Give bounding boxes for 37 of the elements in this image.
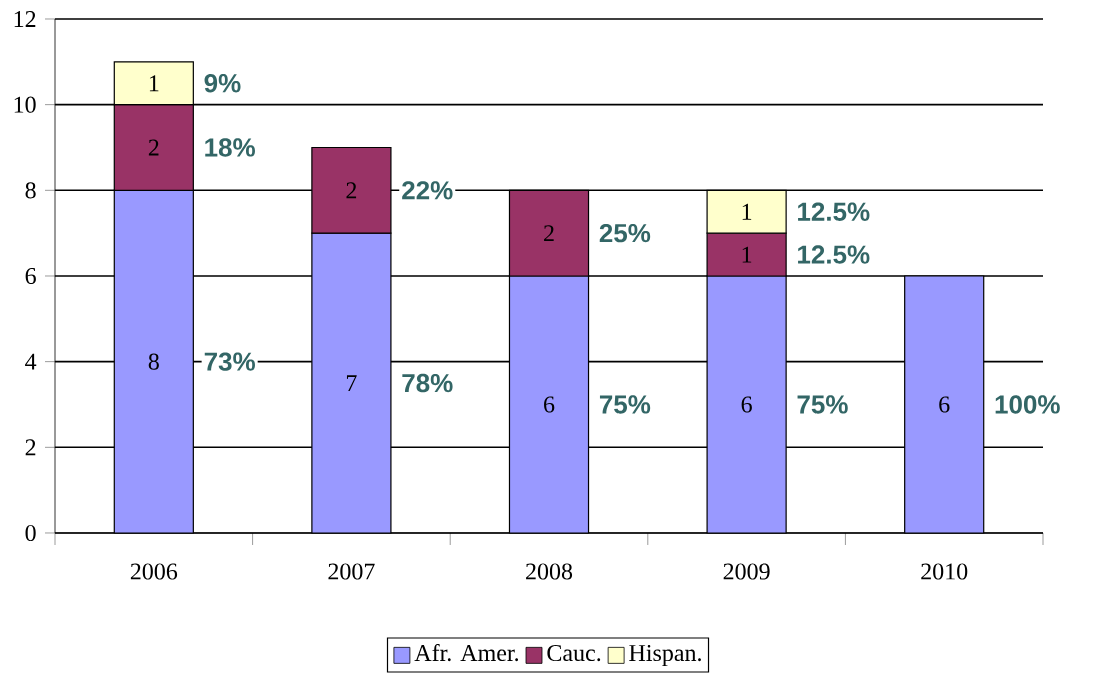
data-label: 1: [742, 246, 752, 263]
data-label: 1: [149, 75, 159, 92]
annotation: 75%: [797, 395, 848, 414]
y-tick-label: 4: [25, 353, 37, 370]
data-label: 8: [148, 353, 159, 370]
data-label: 6: [939, 396, 950, 413]
annotation: 75%: [599, 395, 651, 414]
annotation: 100%: [995, 395, 1060, 414]
legend-label: Cauc.: [547, 644, 601, 662]
y-tick-label: 6: [25, 267, 36, 285]
y-tick-label: 8: [25, 182, 36, 199]
annotation: 73%: [204, 352, 255, 371]
x-tick-label: 2007: [328, 563, 375, 580]
y-tick-label: 2: [25, 439, 36, 456]
annotation: 12.5%: [798, 202, 870, 221]
annotation: 12.5%: [798, 245, 870, 264]
y-tick-label: 12: [14, 11, 36, 27]
annotation: 78%: [402, 373, 453, 393]
x-tick-label: 2008: [526, 563, 573, 580]
x-tick-label: 2009: [723, 563, 770, 580]
x-tick-label: 2010: [921, 563, 968, 580]
legend-label: Hispan.: [629, 644, 701, 666]
annotation: 22%: [402, 181, 453, 200]
legend-label: Afr. Amer.: [414, 643, 519, 662]
data-label: 2: [148, 139, 159, 156]
data-label: 1: [742, 203, 752, 220]
data-label: 2: [346, 182, 357, 199]
y-tick-label: 0: [25, 524, 36, 542]
x-tick-label: 2006: [130, 563, 178, 580]
annotation: 18%: [205, 138, 255, 157]
data-label: 6: [741, 396, 752, 413]
annotation: 9%: [204, 74, 241, 93]
annotation: 25%: [599, 223, 651, 243]
y-tick-label: 10: [14, 96, 36, 113]
data-label: 2: [544, 225, 554, 242]
data-label: 6: [544, 396, 555, 413]
data-label: 7: [346, 375, 357, 391]
